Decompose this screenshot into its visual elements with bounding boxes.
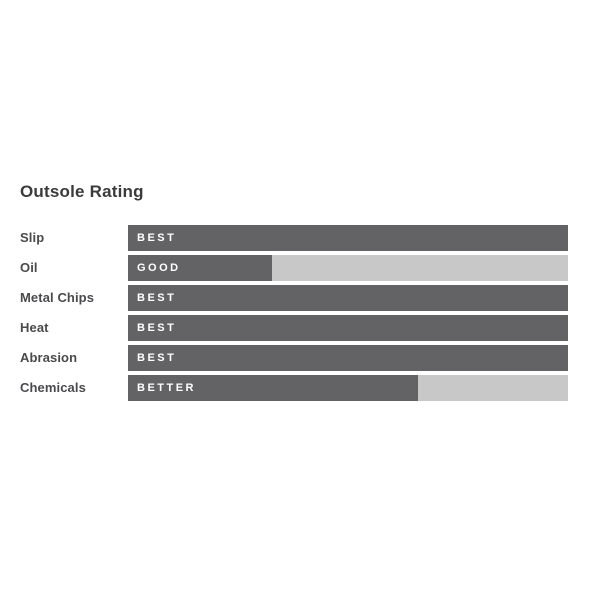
bar-track: BEST bbox=[128, 225, 568, 251]
bar-fill: BEST bbox=[128, 225, 568, 251]
bar-rating-label: GOOD bbox=[137, 262, 181, 274]
bar-rating-label: BEST bbox=[137, 292, 177, 304]
bar-fill: BEST bbox=[128, 285, 568, 311]
row-label: Abrasion bbox=[20, 350, 78, 365]
chart-row-abrasion: Abrasion BEST bbox=[20, 345, 568, 371]
row-label: Metal Chips bbox=[20, 290, 95, 305]
bar-track: GOOD bbox=[128, 255, 568, 281]
chart-row-chemicals: Chemicals BETTER bbox=[20, 375, 568, 401]
bar-track: BEST bbox=[128, 285, 568, 311]
row-label: Chemicals bbox=[20, 380, 86, 395]
row-label: Oil bbox=[20, 260, 38, 275]
chart-row-metal-chips: Metal Chips BEST bbox=[20, 285, 568, 311]
chart-row-slip: Slip BEST bbox=[20, 225, 568, 251]
row-label: Slip bbox=[20, 230, 45, 245]
bar-rating-label: BEST bbox=[137, 352, 177, 364]
bar-fill: BEST bbox=[128, 315, 568, 341]
bar-track: BEST bbox=[128, 345, 568, 371]
outsole-rating-chart: Outsole Rating Slip BEST Oil GOOD Metal … bbox=[20, 182, 568, 405]
chart-row-heat: Heat BEST bbox=[20, 315, 568, 341]
chart-row-oil: Oil GOOD bbox=[20, 255, 568, 281]
bar-rating-label: BEST bbox=[137, 232, 177, 244]
bar-fill: BETTER bbox=[128, 375, 418, 401]
bar-fill: BEST bbox=[128, 345, 568, 371]
bar-track: BETTER bbox=[128, 375, 568, 401]
bar-rating-label: BEST bbox=[137, 322, 177, 334]
bar-fill: GOOD bbox=[128, 255, 272, 281]
chart-rows: Slip BEST Oil GOOD Metal Chips BEST bbox=[20, 225, 568, 401]
bar-track: BEST bbox=[128, 315, 568, 341]
chart-title: Outsole Rating bbox=[20, 182, 144, 201]
row-label: Heat bbox=[20, 320, 49, 335]
bar-rating-label: BETTER bbox=[137, 382, 196, 394]
